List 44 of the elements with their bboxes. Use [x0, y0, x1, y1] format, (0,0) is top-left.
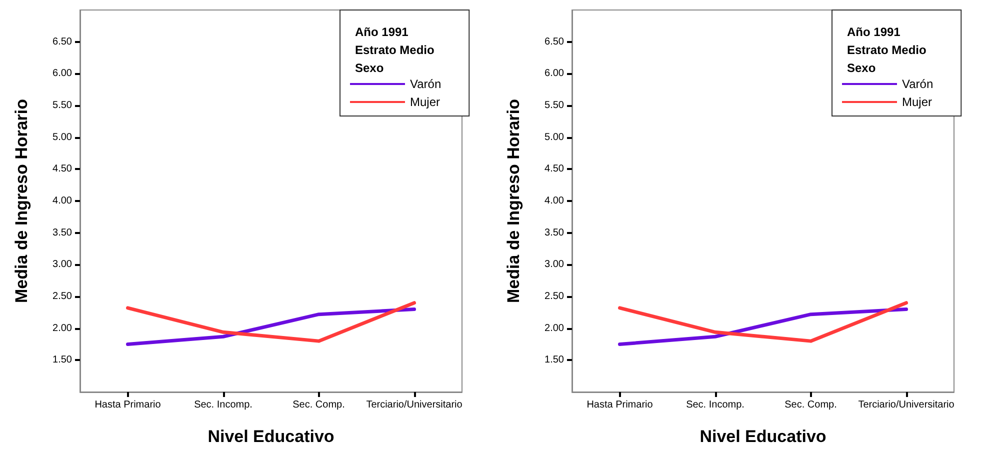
y-tick-label: 4.00 — [52, 196, 72, 206]
x-tick-label: Sec. Incomp. — [686, 400, 744, 410]
legend-label: Varón — [902, 77, 934, 91]
y-tick-label: 2.50 — [544, 291, 564, 302]
x-tick-label: Sec. Comp. — [292, 400, 345, 410]
x-axis-title: Nivel Educativo — [700, 427, 826, 446]
line-series — [126, 307, 416, 346]
y-tick-label: 1.50 — [544, 354, 564, 366]
y-tick-label: 4.00 — [544, 196, 564, 206]
x-tick-label: Hasta Primario — [586, 400, 654, 410]
y-tick-label: 6.50 — [544, 36, 564, 48]
y-tick-label: 3.00 — [52, 259, 72, 270]
y-tick-label: 3.00 — [544, 259, 564, 270]
line-series — [126, 301, 416, 343]
x-tick-label: Terciario/Universitario — [366, 400, 463, 410]
legend-label: Mujer — [410, 95, 440, 109]
y-tick-label: 4.50 — [52, 164, 72, 175]
legend-title: Año 1991 Estrato Medio Sexo — [355, 25, 434, 75]
y-tick-label: 2.50 — [52, 291, 72, 302]
x-tick-label: Terciario/Universitario — [858, 400, 955, 410]
y-axis-title: Media de Ingreso Horario — [504, 98, 523, 304]
y-tick-label: 2.00 — [544, 322, 564, 334]
line-series — [618, 307, 908, 346]
y-tick-label: 5.00 — [52, 132, 72, 143]
y-axis-title: Media de Ingreso Horario — [12, 98, 31, 304]
legend-label: Varón — [410, 77, 442, 91]
y-tick-label: 5.50 — [544, 100, 564, 111]
x-axis-title: Nivel Educativo — [208, 427, 334, 446]
x-tick-label: Sec. Comp. — [784, 400, 837, 410]
y-tick-label: 3.50 — [52, 227, 72, 238]
x-tick-label: Hasta Primario — [94, 400, 162, 410]
y-tick-label: 4.50 — [544, 164, 564, 175]
line-series — [618, 301, 908, 343]
y-tick-label: 1.50 — [52, 354, 72, 366]
x-tick-label: Sec. Incomp. — [194, 400, 252, 410]
y-tick-label: 5.00 — [544, 132, 564, 143]
y-tick-label: 6.50 — [52, 36, 72, 48]
legend-label: Mujer — [902, 95, 932, 109]
y-tick-label: 6.00 — [544, 68, 564, 80]
y-tick-label: 5.50 — [52, 100, 72, 111]
legend-title: Año 1991 Estrato Medio Sexo — [847, 25, 926, 75]
y-tick-label: 2.00 — [52, 322, 72, 334]
y-tick-label: 6.00 — [52, 68, 72, 80]
y-tick-label: 3.50 — [544, 227, 564, 238]
